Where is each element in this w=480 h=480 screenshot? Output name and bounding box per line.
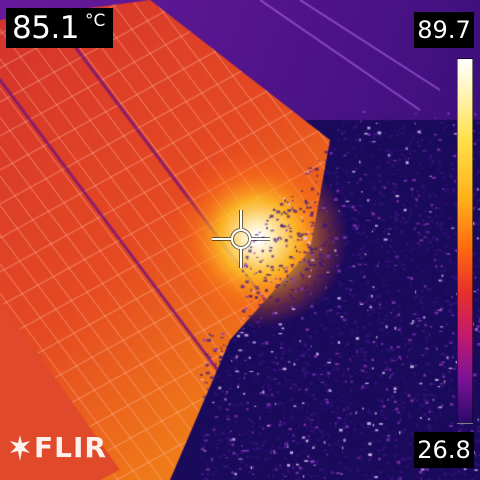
color-scale-bar	[457, 58, 473, 424]
spot-temperature-readout: 85.1 °C	[6, 8, 114, 48]
flir-logo-icon	[10, 435, 30, 461]
scale-min-label: 26.8	[414, 432, 474, 468]
spot-meter-crosshair-icon	[212, 210, 270, 268]
flir-logo: FLIR	[8, 432, 107, 464]
scale-max-label: 89.7	[414, 12, 474, 48]
spot-temperature-value: 85.1	[12, 10, 80, 46]
temperature-unit: °C	[85, 11, 106, 31]
flir-logo-text: FLIR	[34, 431, 107, 464]
